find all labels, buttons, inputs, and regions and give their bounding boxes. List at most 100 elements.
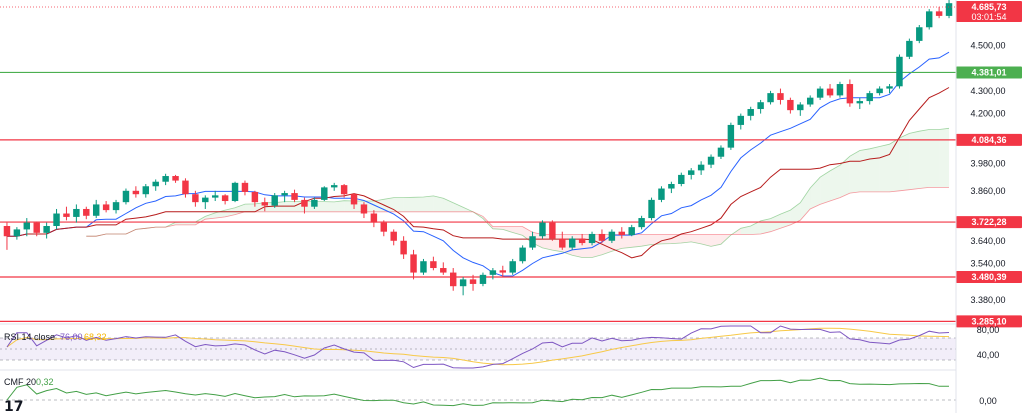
cloud-segment — [641, 234, 652, 247]
candle-body — [261, 202, 269, 206]
cloud-segment — [225, 207, 236, 217]
price-tick: 4.200,00 — [970, 109, 1005, 119]
candle — [3, 222, 11, 250]
level-label: 4.381,01 — [971, 67, 1006, 77]
support-resistance-levels[interactable]: 4.381,01 4.084,36 3.722,28 3.480,39 3.285,10 — [0, 66, 1022, 328]
candle — [598, 229, 606, 244]
cloud-segment — [244, 203, 255, 212]
candle-body — [876, 88, 883, 94]
candle — [172, 174, 179, 183]
candle-body — [757, 102, 764, 110]
candle-body — [945, 3, 953, 16]
cloud-segment — [195, 216, 206, 225]
cloud-segment — [889, 137, 900, 192]
moving-average-lines — [7, 51, 950, 277]
candle-body — [63, 213, 70, 217]
candle-body — [182, 180, 189, 195]
candle-body — [321, 187, 328, 200]
candle-body — [925, 11, 933, 28]
candle — [687, 168, 695, 180]
candle-body — [400, 240, 407, 255]
candle — [211, 190, 219, 202]
cloud-segment — [909, 131, 920, 190]
candle-body — [142, 186, 150, 195]
candle — [826, 84, 834, 98]
candle — [816, 86, 824, 100]
cloud-segment — [800, 187, 811, 221]
level-tag — [956, 66, 1022, 79]
candle — [727, 122, 735, 150]
candle-body — [192, 194, 199, 203]
candle — [757, 99, 764, 114]
cloud-segment — [324, 201, 335, 212]
candle-body — [23, 222, 31, 230]
candle-body — [816, 88, 824, 98]
current-price-label: 4.685,73 — [971, 2, 1006, 12]
candle-body — [92, 204, 100, 216]
cloud-segment — [750, 220, 761, 235]
candle — [251, 190, 259, 207]
candle-body — [350, 194, 358, 205]
candle-body — [281, 193, 288, 196]
cloud-segment — [810, 177, 821, 209]
candle-body — [707, 156, 715, 165]
candle — [410, 249, 417, 280]
candle — [53, 208, 60, 230]
candle — [925, 9, 933, 30]
candle-body — [648, 199, 655, 219]
candle — [291, 189, 298, 203]
candle — [350, 193, 358, 209]
candle-body — [340, 185, 348, 195]
candle-body — [380, 222, 388, 232]
cloud-segment — [185, 222, 196, 225]
candle — [281, 190, 288, 203]
candle-body — [311, 199, 318, 207]
cloud-segment — [502, 226, 513, 233]
candle — [231, 181, 239, 203]
rsi-ma-value: 68,32 — [84, 332, 107, 342]
candle-body — [122, 190, 130, 203]
candle — [648, 197, 655, 221]
candle — [83, 206, 90, 220]
candle — [836, 81, 844, 98]
candle-body — [856, 101, 864, 104]
level-tag — [956, 271, 1022, 284]
price-axis: 4.500,00 4.300,00 4.200,00 3.980,00 3.860,00… — [970, 40, 1005, 304]
cloud-segment — [939, 128, 950, 188]
candle-body — [162, 176, 169, 182]
candle — [221, 194, 229, 205]
candle — [33, 221, 40, 237]
candle-body — [668, 183, 675, 189]
candle-body — [43, 226, 50, 233]
level-tag — [956, 315, 1022, 328]
candle — [132, 186, 140, 198]
candle-body — [588, 233, 596, 244]
candle-body — [430, 261, 437, 269]
candle — [916, 24, 923, 44]
rsi-panel: RSI 14 close 76,00 68,32 80,00 40,00 — [0, 323, 999, 369]
candle — [668, 181, 675, 194]
candle-body — [618, 231, 626, 236]
cloud-segment — [403, 197, 414, 212]
candle-body — [717, 147, 725, 157]
candle — [697, 161, 705, 175]
candle-body — [469, 279, 477, 284]
cmf-panel: CMF 20 0,32 0,00 — [0, 369, 997, 407]
candle-body — [787, 99, 794, 111]
candle-body — [935, 11, 943, 16]
cloud-segment — [839, 156, 850, 198]
cmf-value: 0,32 — [36, 377, 54, 387]
candle-body — [697, 164, 705, 171]
candle-body — [737, 115, 745, 125]
candle — [628, 224, 635, 237]
price-tick: 3.540,00 — [970, 258, 1005, 268]
candle-body — [73, 208, 80, 217]
candle — [588, 231, 596, 246]
candlestick-series — [3, 0, 953, 296]
candle-body — [797, 104, 804, 111]
candle — [43, 222, 50, 239]
candle — [578, 233, 586, 246]
candle — [945, 0, 953, 19]
candle — [737, 113, 745, 130]
